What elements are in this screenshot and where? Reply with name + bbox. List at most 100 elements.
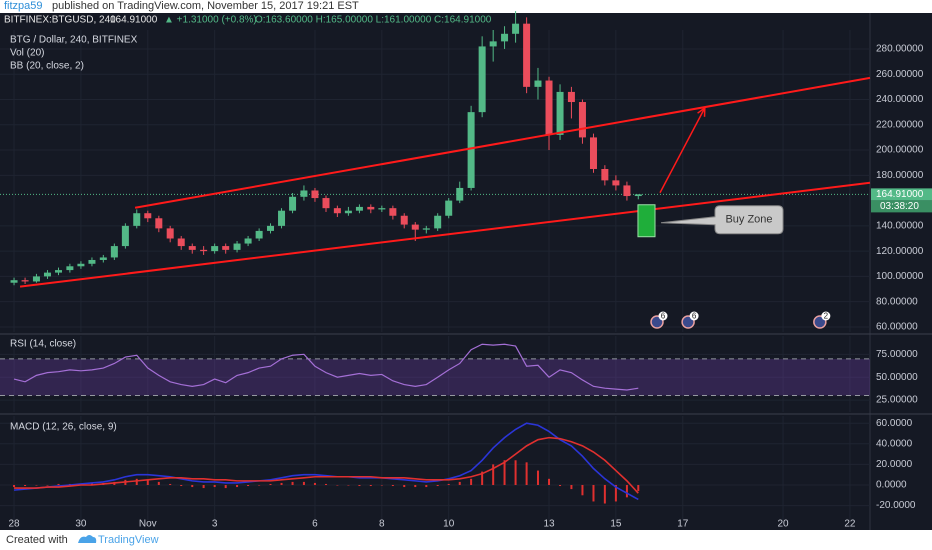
candle-body (222, 246, 230, 250)
histogram-bar (625, 484, 628, 498)
histogram-bar (202, 484, 205, 489)
candle-body (121, 225, 129, 247)
candle-body (66, 266, 74, 271)
arrow-head (697, 106, 706, 117)
footer-brand[interactable]: TradingView (98, 534, 159, 546)
event-count: 2 (824, 312, 829, 321)
histogram-bar (157, 481, 160, 485)
author[interactable]: fitzpa59 (4, 0, 43, 12)
histogram-bar (224, 484, 227, 489)
y-tick-label: 60.00000 (876, 322, 918, 333)
countdown: 03:38:20 (880, 201, 919, 212)
buy-zone (637, 204, 656, 238)
candle-body (211, 246, 219, 252)
candle-body (367, 206, 375, 210)
histogram-bar (57, 483, 60, 485)
x-tick-label: 6 (312, 519, 318, 530)
y-tick-label: 20.0000 (876, 459, 913, 470)
histogram-bar (258, 484, 261, 486)
histogram-bar (470, 478, 473, 485)
y-tick-label: 0.0000 (876, 480, 907, 491)
candle-body (344, 210, 352, 214)
candle-body (601, 168, 609, 181)
candle-body (523, 23, 531, 87)
x-tick-label: 28 (8, 519, 20, 530)
y-tick-label: 25.00000 (876, 395, 918, 406)
candle-body (400, 215, 408, 225)
histogram-bar (369, 484, 372, 487)
histogram-bar (581, 484, 584, 496)
histogram-bar (313, 482, 316, 485)
histogram-bar (425, 484, 428, 488)
y-tick-label: 60.0000 (876, 418, 913, 429)
histogram-bar (169, 483, 172, 485)
last-price-box (871, 188, 932, 201)
candle-body (289, 196, 297, 211)
change: ▲ +1.31000 (+0.8%) (164, 15, 257, 26)
y-tick-label: 200.00000 (876, 145, 924, 156)
candle-body (634, 194, 642, 197)
published: published on TradingView.com, November 1… (52, 0, 359, 12)
candle-body (422, 228, 430, 230)
legend-item: BB (20, close, 2) (10, 61, 84, 72)
histogram-bar (447, 483, 450, 485)
histogram-bar (592, 484, 595, 502)
trend-line (134, 76, 871, 209)
candle-body (567, 91, 575, 103)
x-tick-label: 20 (778, 519, 790, 530)
histogram-bar (191, 484, 194, 488)
histogram-bar (414, 484, 417, 488)
histogram-bar (347, 484, 350, 486)
candle-body (300, 190, 308, 197)
x-tick-label: 15 (610, 519, 622, 530)
candle-body (534, 80, 542, 87)
histogram-bar (536, 470, 539, 485)
x-tick-label: 3 (212, 519, 218, 530)
histogram-bar (280, 482, 283, 485)
symbol: BITFINEX:BTGUSD, 240 (4, 15, 116, 26)
candle-body (144, 213, 152, 219)
histogram-bar (302, 481, 305, 485)
candle-body (244, 238, 252, 244)
candle-body (88, 259, 96, 264)
histogram-bar (514, 460, 517, 485)
legend-item: BTG / Dollar, 240, BITFINEX (10, 35, 138, 46)
histogram-bar (247, 484, 250, 487)
candle-body (166, 228, 174, 239)
x-tick-label: 13 (543, 519, 555, 530)
y-tick-label: 80.00000 (876, 296, 918, 307)
candle-body (389, 208, 397, 216)
histogram-bar (236, 484, 239, 488)
candle-body (266, 225, 274, 231)
candle-body (578, 102, 586, 138)
candle-body (378, 208, 386, 210)
arrow (659, 107, 706, 194)
histogram-bar (336, 484, 339, 486)
candle-body (55, 270, 63, 273)
candle-body (445, 200, 453, 216)
histogram-bar (146, 479, 149, 485)
callout-label: Buy Zone (725, 214, 772, 226)
candle-body (32, 276, 40, 282)
y-tick-label: -20.0000 (876, 500, 916, 511)
y-tick-label: 260.00000 (876, 69, 924, 80)
candle-body (512, 23, 520, 34)
y-tick-label: 280.00000 (876, 44, 924, 55)
candle-body (278, 210, 286, 226)
candle-body (545, 80, 553, 135)
histogram-bar (603, 484, 606, 504)
candle-body (200, 249, 208, 252)
ohlc: O:163.60000 H:165.00000 L:161.00000 C:16… (255, 15, 492, 26)
histogram-bar (269, 483, 272, 485)
y-tick-label: 50.00000 (876, 372, 918, 383)
candle-body (489, 41, 497, 47)
signal-line (14, 436, 639, 494)
histogram-bar (391, 484, 394, 487)
y-tick-label: 140.00000 (876, 220, 924, 231)
histogram-bar (458, 481, 461, 485)
price-axis-bg (870, 13, 932, 530)
histogram-bar (436, 484, 439, 487)
candle-body (612, 180, 620, 186)
candle-body (110, 246, 118, 258)
trend-line (19, 181, 871, 288)
